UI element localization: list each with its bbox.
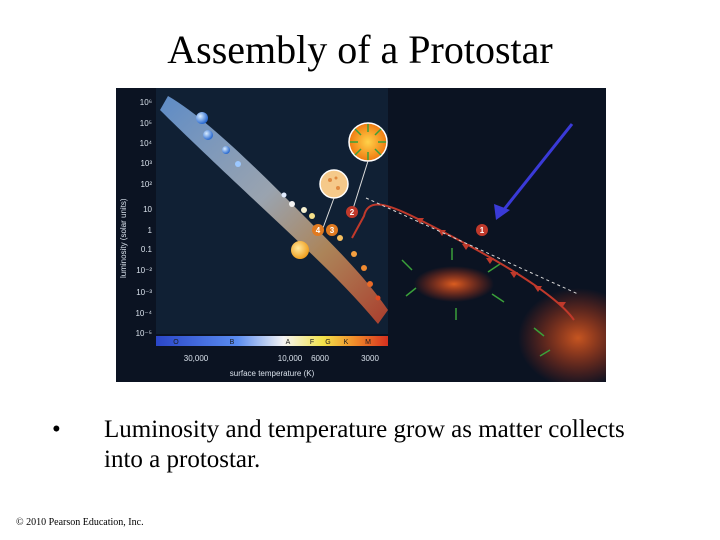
copyright-notice: © 2010 Pearson Education, Inc.: [16, 517, 144, 528]
y-tick: 10⁻⁴: [135, 309, 152, 318]
y-tick: 10²: [140, 180, 152, 189]
y-tick: 10⁵: [140, 119, 152, 128]
main-sequence-band: [160, 96, 388, 324]
annotation-arrow: [494, 123, 574, 220]
spectral-class: F: [310, 339, 314, 346]
molecular-cloud-glow: [518, 288, 606, 382]
bullet-text: Luminosity and temperature grow as matte…: [104, 416, 625, 473]
x-axis-label: surface temperature (K): [230, 369, 315, 378]
y-tick: 10³: [140, 159, 152, 168]
y-axis-ticks: 10⁶ 10⁵ 10⁴ 10³ 10² 10 1 0.1 10⁻² 10⁻³ 1…: [135, 98, 152, 338]
y-tick: 10⁻⁵: [136, 329, 152, 338]
stage-marker-3: 3: [330, 226, 335, 235]
spectral-class: K: [344, 339, 349, 346]
spectral-class-bar: [156, 336, 388, 346]
spectral-class-labels: O B A F G K M: [173, 339, 371, 346]
x-tick: 6000: [311, 354, 329, 363]
y-axis-label: luminosity (solar units): [119, 198, 128, 278]
y-tick: 10: [143, 205, 152, 214]
stage-markers: 1 2 3 4: [312, 206, 488, 236]
spectral-class: O: [173, 339, 179, 346]
x-tick: 30,000: [184, 354, 209, 363]
x-tick: 3000: [361, 354, 379, 363]
contraction-track: [351, 197, 579, 321]
slide-title: Assembly of a Protostar: [167, 27, 553, 72]
spectral-class: B: [230, 339, 235, 346]
infall-arrows: [401, 248, 551, 357]
stage-marker-4: 4: [316, 226, 321, 235]
stage-marker-2: 2: [350, 208, 355, 217]
x-axis-ticks: 30,000 10,000 6000 3000: [184, 354, 380, 363]
bullet-marker: •: [52, 416, 61, 443]
y-tick: 10⁴: [140, 139, 153, 148]
y-tick: 10⁻²: [136, 266, 152, 275]
y-tick: 0.1: [141, 245, 153, 254]
collapsing-cloud-illustration: [348, 122, 388, 213]
spectral-class: M: [365, 339, 371, 346]
stage-marker-1: 1: [480, 226, 485, 235]
accretion-disk-glow: [414, 266, 494, 302]
main-sequence-stars: [196, 112, 381, 301]
y-tick: 10⁻³: [136, 288, 152, 297]
sun-like-star: [291, 241, 309, 259]
x-tick: 10,000: [278, 354, 303, 363]
spectral-class: G: [325, 339, 330, 346]
spectral-class: A: [286, 339, 291, 346]
hr-diagram-figure: 10⁶ 10⁵ 10⁴ 10³ 10² 10 1 0.1 10⁻² 10⁻³ 1…: [116, 88, 606, 382]
y-tick: 10⁶: [140, 98, 152, 107]
contracting-protostar-illustration: [319, 169, 349, 229]
y-tick: 1: [148, 226, 153, 235]
